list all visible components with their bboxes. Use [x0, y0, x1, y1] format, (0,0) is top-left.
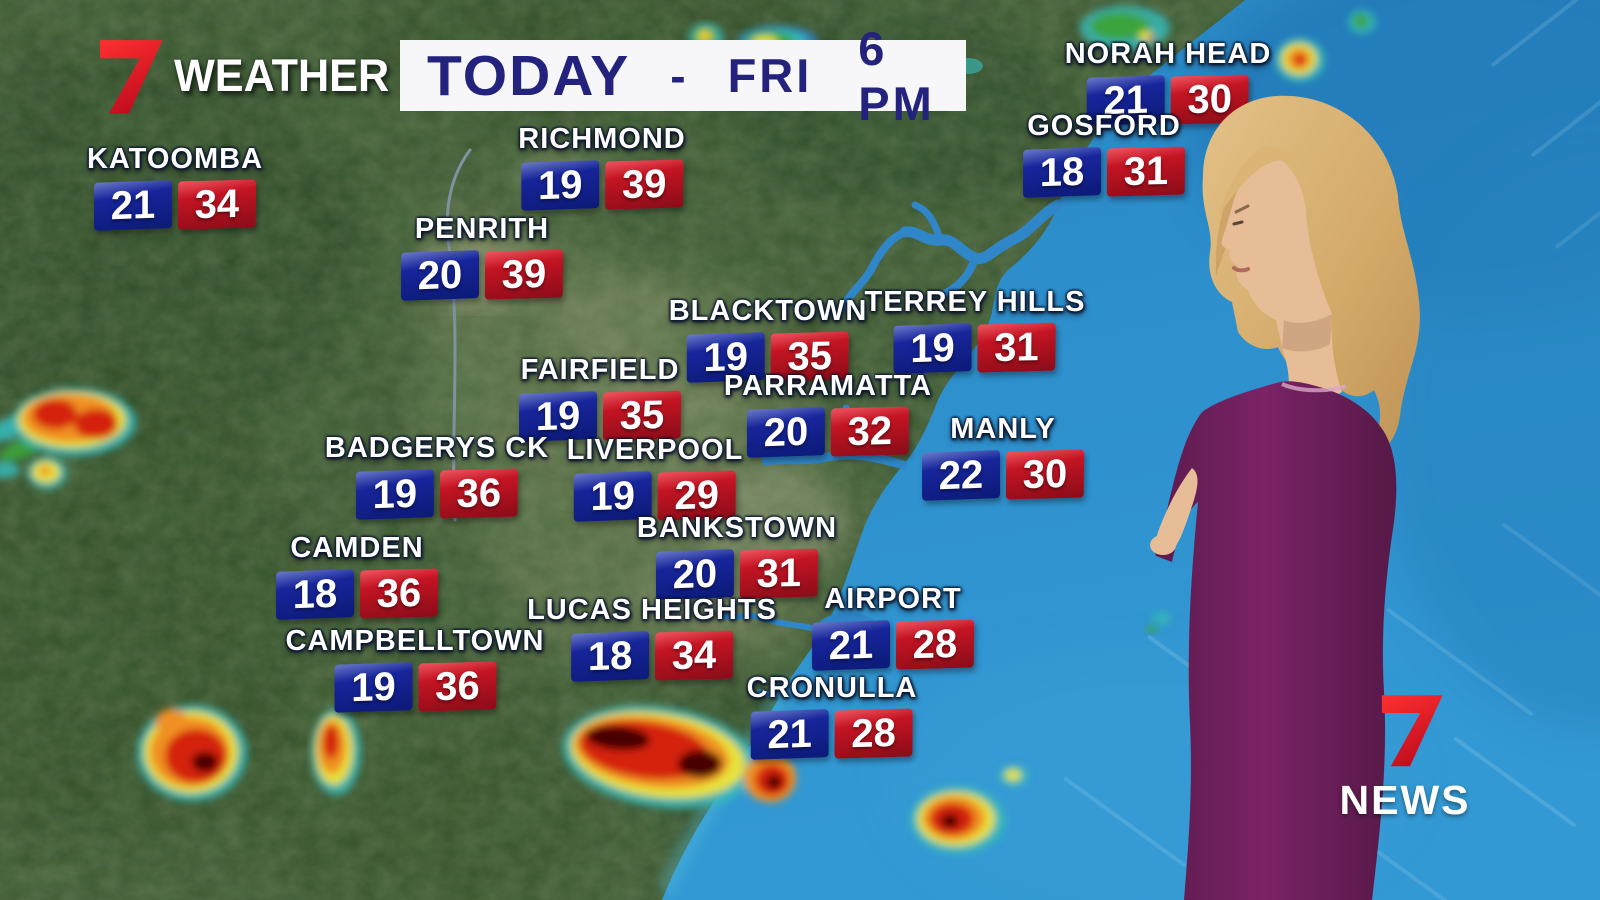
forecast-location: CAMPBELLTOWN 19 36	[285, 625, 545, 713]
location-name: BANKSTOWN	[636, 512, 838, 544]
forecast-location: NORAH HEAD 21 30	[1064, 38, 1272, 126]
location-name: NORAH HEAD	[1064, 38, 1272, 70]
location-name: FAIRFIELD	[520, 354, 680, 386]
weather-wordmark: WEATHER	[174, 50, 390, 101]
location-name: MANLY	[950, 413, 1056, 445]
location-name: PENRITH	[414, 213, 550, 245]
forecast-location: AIRPORT 21 28	[812, 583, 975, 671]
forecast-location: MANLY 22 30	[922, 413, 1085, 501]
banner-day: FRI	[727, 49, 813, 102]
forecast-location: BLACKTOWN 19 35	[668, 295, 868, 383]
location-name: BADGERYS CK	[324, 432, 550, 464]
location-name: TERREY HILLS	[864, 286, 1086, 318]
forecast-location: TERREY HILLS 19 31	[864, 286, 1086, 374]
forecast-location: CAMDEN 18 36	[276, 532, 439, 620]
location-name: CAMDEN	[290, 532, 424, 564]
location-name: RICHMOND	[518, 123, 686, 155]
location-name: KATOOMBA	[86, 143, 264, 175]
seven-weather-logo: WEATHER	[90, 34, 398, 118]
news-wordmark: NEWS	[1339, 777, 1471, 823]
location-name: PARRAMATTA	[723, 370, 933, 402]
forecast-location: LUCAS HEIGHTS 18 34	[527, 594, 777, 682]
banner-title: TODAY	[427, 43, 631, 108]
forecast-time-banner: TODAY - FRI 6 PM	[400, 22, 966, 130]
forecast-location: PENRITH 20 39	[401, 213, 564, 301]
seven-network-icon	[99, 40, 163, 114]
presenter-dress	[1154, 381, 1397, 900]
location-name: LIVERPOOL	[566, 434, 744, 466]
forecast-location: PARRAMATTA 20 32	[723, 370, 933, 458]
presenter-hand	[1156, 468, 1198, 554]
forecast-location: FAIRFIELD 19 35	[519, 354, 682, 442]
forecast-location: BANKSTOWN 20 31	[636, 512, 838, 600]
forecast-location: BADGERYS CK 19 36	[324, 432, 550, 520]
location-name: LUCAS HEIGHTS	[527, 594, 777, 626]
banner-time: 6 PM	[858, 21, 935, 130]
location-name: BLACKTOWN	[668, 295, 868, 327]
forecast-location: CRONULLA 21 28	[746, 672, 918, 760]
location-name: AIRPORT	[824, 583, 962, 615]
banner-separator: -	[670, 49, 686, 102]
location-name: GOSFORD	[1027, 110, 1181, 142]
location-name: CAMPBELLTOWN	[285, 625, 545, 657]
location-name: CRONULLA	[746, 672, 918, 704]
forecast-location: GOSFORD 18 31	[1023, 110, 1186, 198]
seven-news-logo: NEWS	[1330, 684, 1480, 824]
forecast-location: RICHMOND 19 39	[518, 123, 686, 211]
forecast-location: KATOOMBA 21 34	[86, 143, 264, 231]
forecast-location: LIVERPOOL 19 29	[566, 434, 744, 522]
seven-network-icon	[1381, 695, 1443, 767]
